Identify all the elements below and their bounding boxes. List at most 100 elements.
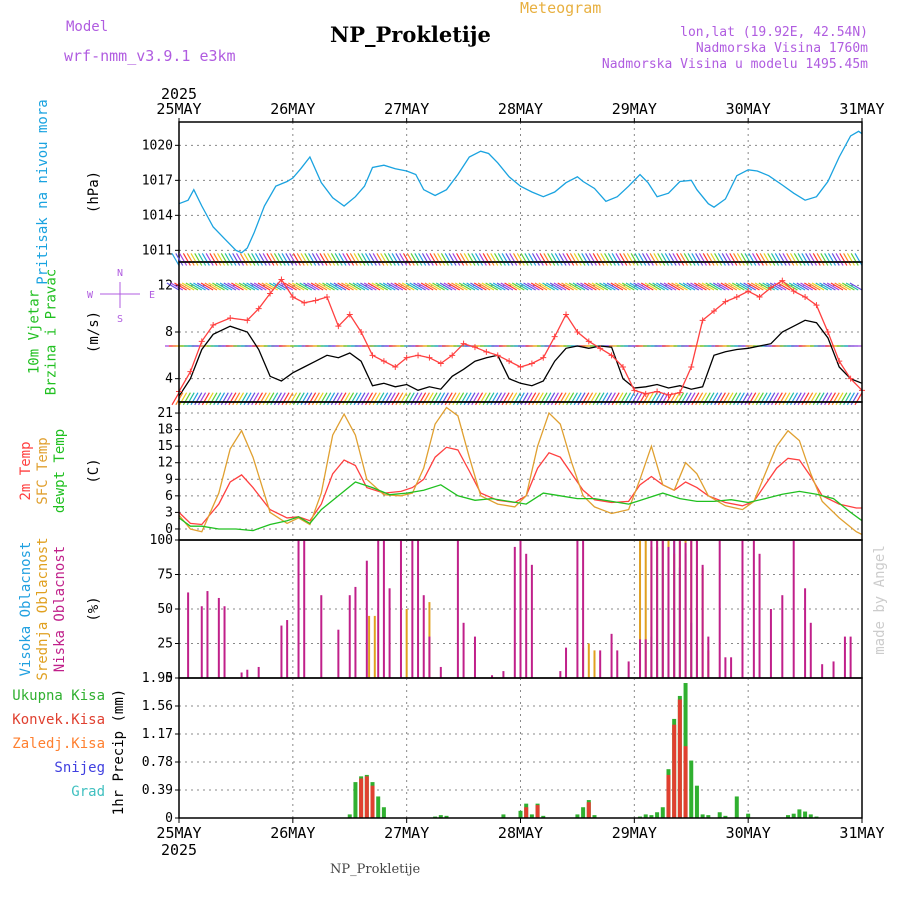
wind-barb <box>182 253 191 266</box>
time-tick-bottom: 31MAY <box>839 824 884 842</box>
wind-barb <box>272 282 286 291</box>
wind-barb <box>257 282 271 291</box>
wind-barb <box>227 282 241 291</box>
wind-barb <box>310 282 324 291</box>
panel-label: Visoka Oblacnost <box>18 542 34 677</box>
wind-barb <box>691 392 700 406</box>
gust-marker <box>471 344 478 351</box>
panel-label: Srednja Oblacnost <box>35 537 51 680</box>
bar-ukupna-kisa <box>655 812 660 818</box>
bar-niska-oblacnost <box>781 595 784 678</box>
y-tick-label: 1.56 <box>142 699 173 714</box>
bar-ukupna-kisa <box>376 796 381 818</box>
wind-barb <box>219 282 233 291</box>
wind-barb <box>767 392 776 406</box>
wind-barb <box>433 253 442 266</box>
wind-barb <box>599 282 612 291</box>
wind-barb <box>820 392 829 406</box>
wind-barb <box>714 392 723 406</box>
bar-niska-oblacnost <box>565 647 568 678</box>
wind-barb <box>694 282 707 291</box>
wind-barb <box>179 392 188 406</box>
wind-barb <box>217 392 226 406</box>
wind-barb <box>831 392 840 406</box>
wind-barb <box>600 392 609 406</box>
y-tick-label: 6 <box>165 489 173 504</box>
wind-barb <box>452 253 461 266</box>
wind-barb <box>209 253 218 266</box>
wind-barb <box>311 392 320 406</box>
wind-barb <box>295 282 309 291</box>
wind-barb <box>695 253 704 266</box>
wind-barb <box>604 392 613 406</box>
panel-label: 10m Vjetar <box>27 290 43 374</box>
wind-barb <box>649 253 658 266</box>
gust-marker <box>597 345 604 352</box>
wind-barb <box>391 392 400 406</box>
wind-barb <box>697 282 711 291</box>
bar-niska-oblacnost <box>530 564 533 678</box>
wind-barb <box>729 253 738 266</box>
wind-barb <box>346 253 355 266</box>
wind-barb <box>261 282 275 291</box>
wind-barb <box>750 282 764 291</box>
wind-barb <box>361 253 370 266</box>
gust-marker <box>767 284 774 291</box>
bar-niska-oblacnost <box>399 540 402 678</box>
wind-barb <box>334 253 343 266</box>
wind-barb <box>607 253 616 266</box>
bar-ukupna-kisa <box>786 815 791 818</box>
wind-barb <box>585 392 594 406</box>
wind-barb <box>705 282 719 291</box>
bar-ukupna-kisa <box>353 782 358 818</box>
meteogram-label: Meteogram <box>520 0 602 17</box>
gust-marker <box>358 329 365 335</box>
wind-barb <box>437 392 446 406</box>
wind-barb <box>657 253 666 266</box>
wind-barb <box>652 282 665 291</box>
wind-barb <box>683 392 692 406</box>
bar-ukupna-kisa <box>541 815 546 818</box>
wind-barb <box>418 253 427 266</box>
wind-barb <box>399 392 408 406</box>
wind-barb <box>834 282 848 291</box>
wind-barb <box>414 253 423 266</box>
wind-barb <box>232 253 241 266</box>
wind-barb <box>228 253 237 266</box>
wind-barb <box>475 392 484 406</box>
bar-ukupna-kisa <box>518 810 523 818</box>
wind-barb <box>564 282 578 291</box>
bar-ukupna-kisa <box>723 815 728 818</box>
dir-key-n: N <box>117 268 123 279</box>
wind-barb <box>413 282 426 291</box>
wind-barb <box>585 253 594 266</box>
y-tick-label: 25 <box>157 637 173 652</box>
bar-niska-oblacnost <box>741 540 744 678</box>
gust-marker <box>483 348 490 355</box>
wind-barb <box>755 253 764 266</box>
wind-barb <box>710 392 719 406</box>
wind-barb <box>281 392 290 406</box>
gust-marker <box>665 392 672 398</box>
bar-niska-oblacnost <box>297 540 300 678</box>
bar-niska-oblacnost <box>502 671 505 678</box>
wind-barb <box>752 253 761 266</box>
wind-barb <box>196 282 210 291</box>
wind-barb <box>496 282 510 291</box>
gust-marker <box>289 294 296 300</box>
wind-barb <box>664 253 673 266</box>
footer-station: NP_Prokletije <box>330 862 421 877</box>
wind-barb <box>410 392 419 406</box>
wind-barb <box>182 392 191 406</box>
wind-barb <box>714 253 723 266</box>
year-bottom: 2025 <box>161 841 197 859</box>
wind-barb <box>360 282 373 291</box>
bar-niska-oblacnost <box>730 657 733 678</box>
wind-barb <box>325 282 339 291</box>
wind-barb <box>494 253 503 266</box>
wind-barb <box>166 282 180 291</box>
wind-barb <box>546 282 559 291</box>
wind-barb <box>698 392 707 406</box>
wind-barb <box>792 282 806 291</box>
bar-niska-oblacnost <box>576 540 579 678</box>
